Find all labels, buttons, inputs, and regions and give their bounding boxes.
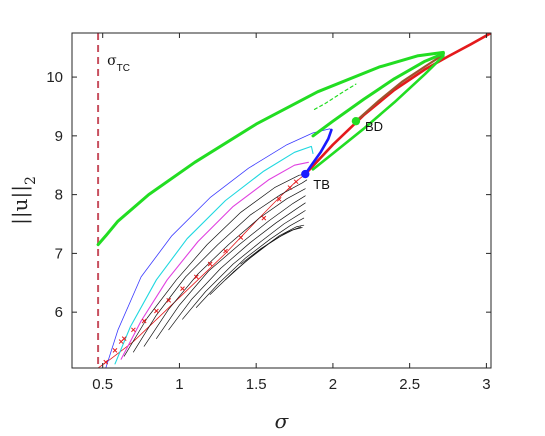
- bifurcation-marker: [223, 248, 228, 254]
- series-loop-black-4: [156, 195, 306, 339]
- series-lower-branch-thin-red: [97, 173, 306, 368]
- bifurcation-marker: [287, 185, 293, 190]
- series-upper-branch-brown: [354, 53, 445, 123]
- series-loop-magenta: [120, 161, 309, 360]
- series-green-outer: [96, 50, 445, 247]
- series-blue-thick: [303, 128, 333, 176]
- point-bd: [351, 116, 361, 126]
- marker-layer: [103, 179, 299, 365]
- label-tb: TB: [313, 177, 330, 192]
- x-tick-label: 0.5: [92, 376, 113, 393]
- bifurcation-marker: [276, 196, 282, 202]
- series-loop-black-5: [168, 202, 306, 331]
- point-tb: [301, 169, 310, 179]
- x-tick-label: 2.5: [399, 376, 420, 393]
- y-axis-title-sub: 2: [23, 176, 39, 185]
- series-loop-black-1: [123, 173, 308, 357]
- sigma-tc-label-sub: TC: [117, 63, 130, 74]
- x-tick-label: 1: [175, 376, 183, 393]
- bifurcation-marker: [103, 359, 109, 365]
- y-tick-label: 7: [55, 245, 63, 262]
- y-tick-label: 8: [55, 187, 63, 204]
- bifurcation-marker: [131, 327, 136, 333]
- bifurcation-marker: [154, 308, 159, 314]
- bifurcation-marker: [180, 286, 185, 292]
- sigma-tc-label-main: σ: [107, 53, 117, 69]
- bifurcation-marker: [112, 348, 118, 353]
- x-tick-label: 2: [329, 376, 337, 393]
- series-loop-black-3: [143, 188, 306, 347]
- x-axis-title: σ: [275, 409, 290, 433]
- label-bd: BD: [365, 119, 383, 134]
- bifurcation-marker: [238, 235, 244, 240]
- bifurcation-marker: [293, 179, 299, 185]
- tick-layer: 0.5 1 1.5 2 2.5 3 6 7 8 9 10: [46, 33, 491, 393]
- bifurcation-marker: [261, 215, 267, 221]
- series-main-branch-red: [303, 33, 491, 176]
- series-green-middle: [311, 52, 445, 138]
- bifurcation-marker: [207, 261, 213, 267]
- sigma-tc-label: σTC: [107, 53, 130, 74]
- series-loop-cyan: [114, 145, 314, 365]
- svg-text:||u||2: ||u||2: [8, 176, 39, 225]
- series-layer: [96, 33, 491, 368]
- series-green-short: [311, 54, 445, 171]
- annotation-layer: σTC TB BD: [107, 53, 383, 192]
- bifurcation-marker: [141, 318, 147, 324]
- y-tick-label: 9: [55, 128, 63, 145]
- series-green-dashed: [313, 83, 357, 111]
- series-loop-black-10: [240, 227, 303, 265]
- x-tick-label: 1.5: [246, 376, 267, 393]
- plot-frame: [71, 32, 492, 369]
- y-axis-title-main: ||u||: [8, 185, 33, 225]
- series-loop-black-6: [182, 210, 306, 320]
- y-axis-title: ||u||2: [8, 176, 39, 225]
- series-loop-black-2: [133, 179, 308, 353]
- bifurcation-marker: [193, 274, 199, 280]
- bifurcation-marker: [121, 336, 127, 341]
- bifurcation-marker: [166, 298, 172, 303]
- y-tick-label: 10: [46, 69, 63, 86]
- x-tick-label: 3: [482, 376, 490, 393]
- y-tick-label: 6: [55, 304, 63, 321]
- series-loop-black-7: [195, 217, 305, 308]
